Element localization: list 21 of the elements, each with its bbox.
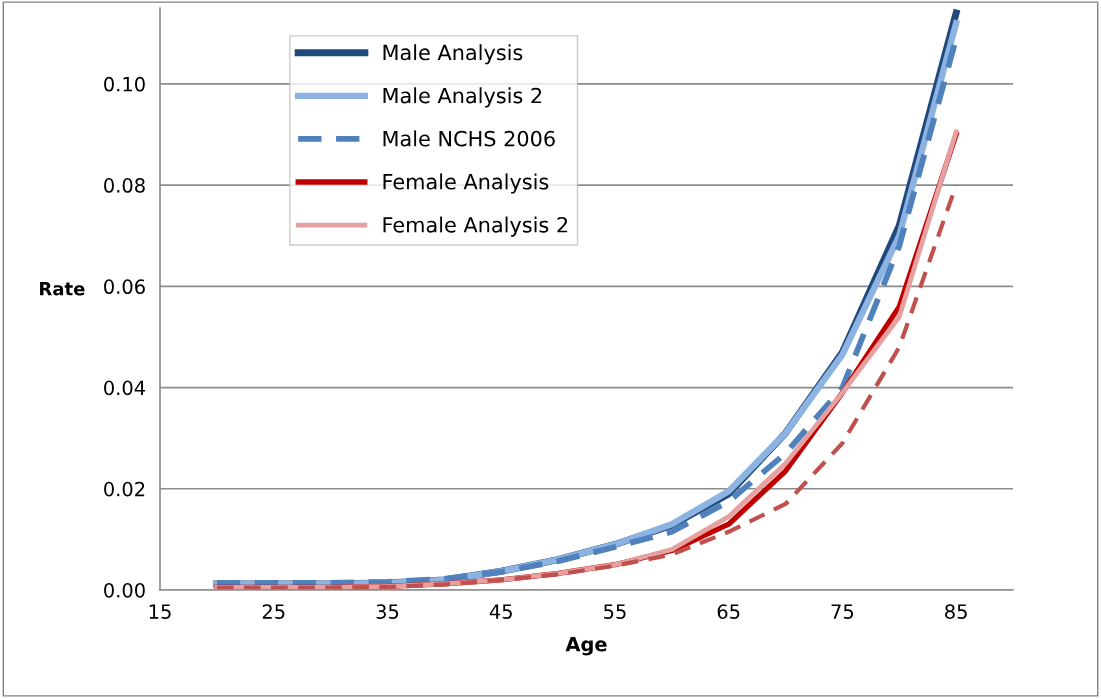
y-tick-label: 0.00 <box>104 582 145 598</box>
legend-label: Male Analysis <box>383 44 523 65</box>
y-tick-label: 0.08 <box>104 178 145 193</box>
legend-label: Male Analysis 2 <box>383 87 542 108</box>
x-tick-label: 25 <box>262 604 285 619</box>
legend-label: Female Analysis 2 <box>383 216 568 237</box>
y-axis-title: Rate <box>40 282 85 296</box>
legend-label: Female Analysis <box>383 173 549 194</box>
x-tick-label: 15 <box>149 604 171 619</box>
x-tick-label: 75 <box>831 604 854 619</box>
x-tick-label: 45 <box>489 604 512 619</box>
legend-label: Male NCHS 2006 <box>383 130 555 147</box>
y-tick-label: 0.10 <box>104 76 145 92</box>
x-axis-title: Age <box>565 637 607 656</box>
y-tick-label: 0.06 <box>104 279 145 295</box>
y-tick-label: 0.02 <box>104 481 145 497</box>
x-tick-label: 85 <box>945 604 967 619</box>
x-tick-label: 55 <box>604 604 626 619</box>
x-tick-label: 35 <box>376 604 399 619</box>
y-tick-label: 0.04 <box>104 380 146 396</box>
x-tick-label: 65 <box>717 604 740 619</box>
